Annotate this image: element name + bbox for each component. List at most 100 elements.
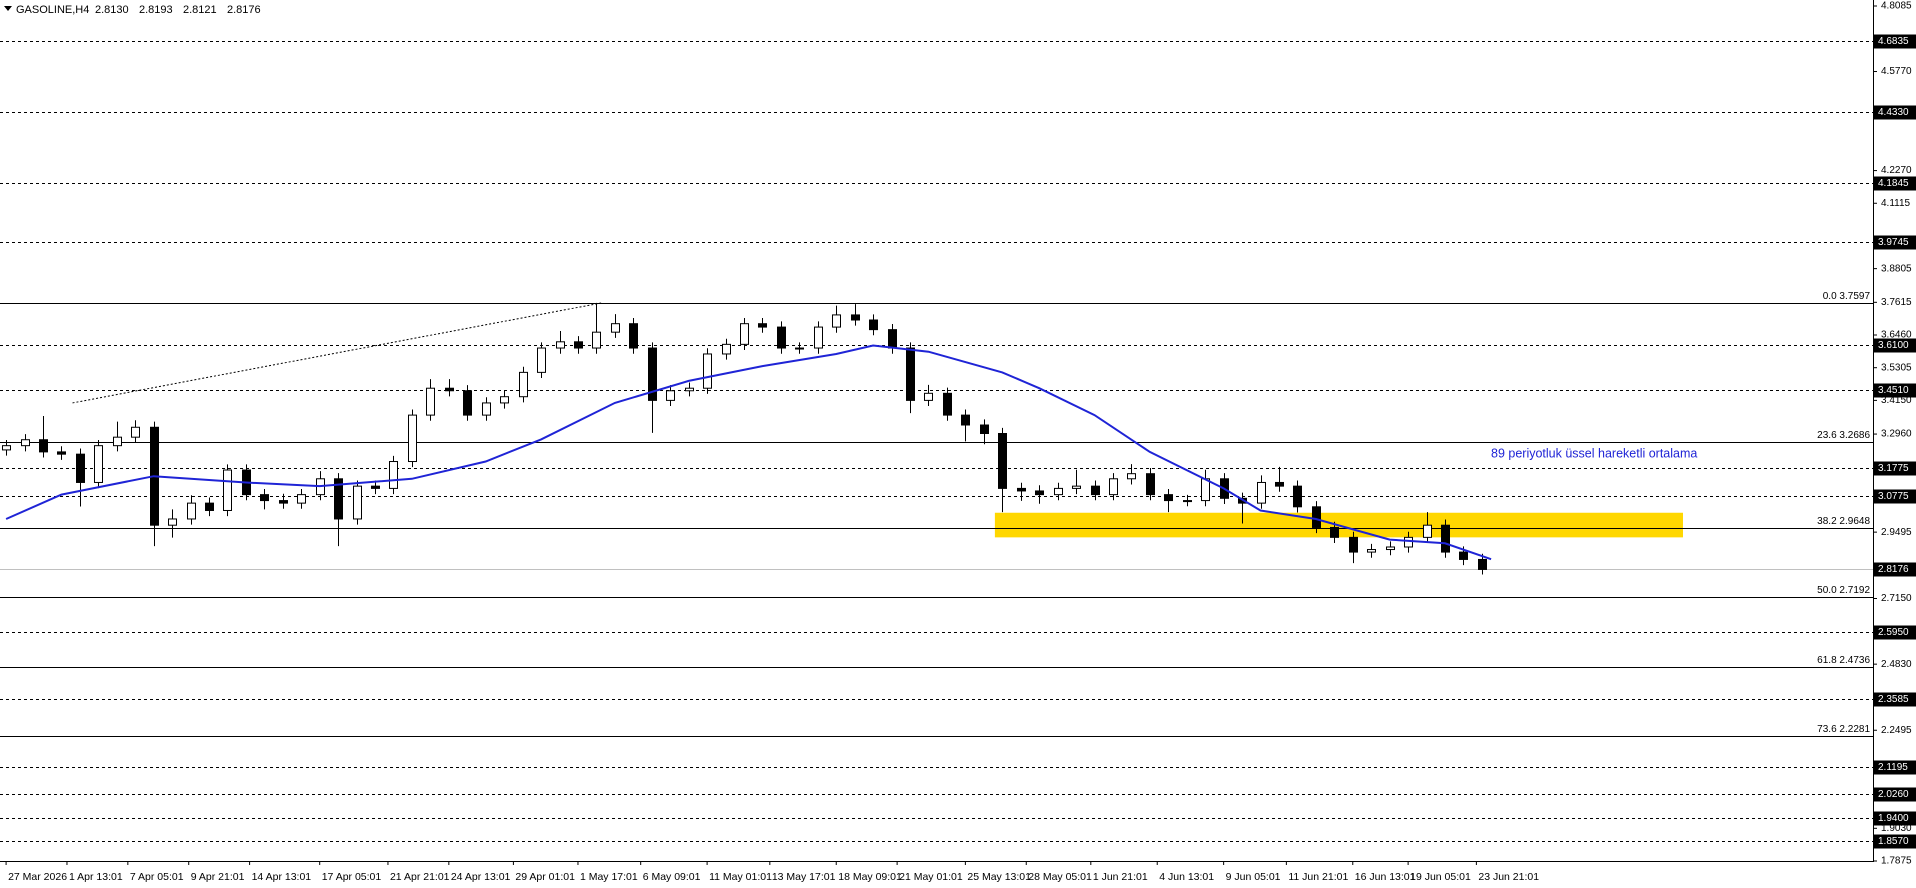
candle-body (574, 341, 583, 349)
level-label: 4.4330 (1878, 107, 1909, 118)
candle-body (223, 469, 232, 511)
candle-body (998, 433, 1007, 489)
candle-body (76, 453, 85, 483)
candle-body (1423, 524, 1432, 538)
y-tick-label: 3.4150 (1881, 395, 1912, 406)
candle-body (408, 414, 417, 463)
candle-body (924, 392, 933, 401)
candle-body (740, 323, 749, 345)
candle-body (94, 445, 103, 483)
level-label: 2.3585 (1878, 694, 1909, 705)
level-label: 2.5950 (1878, 627, 1909, 638)
candle-body (1459, 551, 1468, 560)
chart-layer: 0.0 3.7597 23.6 3.2686 38.2 2.9648 50.0 2.7… (0, 41, 1873, 842)
y-tick-label: 3.7615 (1881, 297, 1912, 308)
symbol-header: GASOLINE,H4 (16, 4, 89, 16)
level-label-box (1874, 383, 1916, 398)
y-tick-label: 3.2960 (1881, 429, 1912, 440)
x-tick-label: 17 Apr 05:01 (322, 871, 382, 883)
candle-body (980, 424, 989, 434)
fib-label: 61.8 2.4736 (1817, 655, 1870, 666)
candle-body (537, 347, 546, 373)
level-label-box (1874, 489, 1916, 504)
x-tick-label: 6 May 09:01 (643, 871, 701, 883)
candle-body (1293, 485, 1302, 508)
level-label-box (1874, 811, 1916, 826)
level-label-box (1874, 176, 1916, 191)
level-label: 3.0775 (1878, 491, 1909, 502)
candle-body (906, 347, 915, 401)
current-price-box (1874, 562, 1916, 577)
trend-line (72, 302, 603, 404)
x-tick-label: 27 Mar 2026 (8, 871, 67, 883)
x-tick-label: 11 May 01:01 (709, 871, 772, 883)
level-label: 3.1775 (1878, 463, 1909, 474)
candle-body (629, 323, 638, 349)
candle-body (869, 319, 878, 331)
candle-body (685, 387, 694, 392)
fib-label: 23.6 3.2686 (1817, 430, 1870, 441)
candle-body (1072, 485, 1081, 489)
ema-line (5, 344, 1492, 561)
candle-body (353, 485, 362, 520)
level-label-box (1874, 760, 1916, 775)
y-tick-label: 1.7875 (1881, 856, 1912, 867)
candle-body (1386, 546, 1395, 551)
header-value: 2.8121 (183, 4, 217, 16)
y-tick-label: 4.2270 (1881, 165, 1912, 176)
candle-body (1404, 536, 1413, 548)
level-label-box (1874, 787, 1916, 802)
x-tick-label: 16 Jun 13:01 (1355, 871, 1416, 883)
candle-body (648, 347, 657, 401)
x-tick-label: 13 May 17:01 (772, 871, 836, 883)
level-label-box (1874, 625, 1916, 640)
candle-body (703, 353, 712, 389)
y-tick-label: 2.2495 (1881, 725, 1912, 736)
x-tick-label: 7 Apr 05:01 (130, 871, 184, 883)
header-value: 2.8193 (139, 4, 173, 16)
candle-body (1312, 506, 1321, 528)
y-tick-label: 2.4830 (1881, 659, 1912, 670)
menu-triangle[interactable] (4, 6, 12, 11)
y-tick-label: 3.8805 (1881, 263, 1912, 274)
candle-body (113, 436, 122, 447)
level-label: 2.0260 (1878, 789, 1909, 800)
candle-body (1054, 487, 1063, 496)
x-tick-label: 25 May 13:01 (967, 871, 1031, 883)
candle-body (371, 485, 380, 489)
candle-body (57, 451, 66, 455)
level-label: 2.1195 (1878, 762, 1908, 773)
y-tick-label: 4.8085 (1881, 1, 1912, 12)
candle-body (611, 323, 620, 333)
x-tick-label: 11 Jun 21:01 (1288, 871, 1348, 883)
candle-body (445, 387, 454, 392)
candle-body (21, 439, 30, 447)
candle-body (279, 500, 288, 504)
candle-body (1367, 549, 1376, 553)
candle-body (961, 414, 970, 426)
candle-body (187, 502, 196, 520)
level-label: 3.6100 (1878, 340, 1909, 351)
candle-body (1183, 500, 1192, 503)
x-tick-label: 14 Apr 13:01 (252, 871, 312, 883)
fib-label: 73.6 2.2281 (1817, 724, 1870, 735)
candle-body (1349, 536, 1358, 553)
candle-body (389, 461, 398, 489)
y-tick-label: 2.7150 (1881, 593, 1912, 604)
y-tick-label: 4.5770 (1881, 66, 1912, 77)
candle-body (1035, 490, 1044, 496)
candle-body (1109, 478, 1118, 496)
candle-body (1091, 485, 1100, 496)
x-tick-label: 23 Jun 21:01 (1478, 871, 1539, 883)
level-label: 3.4510 (1878, 385, 1909, 396)
candle-body (260, 494, 269, 502)
candle-body (1441, 524, 1450, 553)
level-label: 4.1845 (1878, 178, 1909, 189)
current-price-label: 2.8176 (1878, 564, 1909, 575)
x-tick-label: 4 Jun 13:01 (1159, 871, 1214, 883)
x-tick-label: 1 Apr 13:01 (69, 871, 123, 883)
candle-body (519, 371, 528, 398)
candle-body (168, 518, 177, 526)
candle-body (943, 392, 952, 416)
